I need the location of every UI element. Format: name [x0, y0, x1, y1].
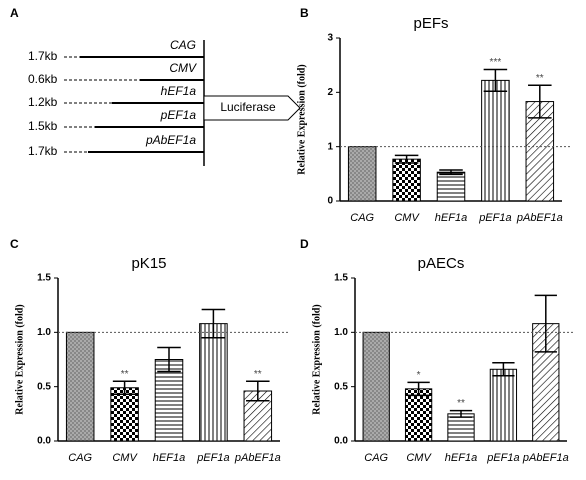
bar	[447, 413, 475, 442]
panel-label: B	[300, 6, 309, 20]
y-tick-label: 1.0	[334, 327, 348, 338]
significance: **	[536, 73, 544, 84]
x-tick-label: pEF1a	[486, 452, 519, 464]
error-bar	[112, 380, 137, 396]
error-bar	[483, 68, 508, 92]
significance: *	[417, 370, 421, 381]
y-tick-label: 1	[327, 141, 333, 152]
x-tick-label: CMV	[406, 452, 432, 464]
error-bar	[534, 294, 557, 353]
significance: **	[254, 369, 262, 380]
x-tick-label: CMV	[394, 212, 420, 224]
chart-title: pAECs	[418, 255, 465, 272]
error-bar	[246, 380, 270, 402]
bar	[110, 387, 139, 442]
y-tick-label: 1.0	[37, 327, 51, 338]
y-tick-label: 3	[327, 33, 333, 44]
x-tick-label: pAbEF1a	[516, 212, 563, 224]
y-tick-label: 1.5	[334, 273, 348, 284]
y-tick-label: 0.5	[334, 381, 348, 392]
bar	[489, 368, 518, 442]
y-tick-label: 0.0	[334, 436, 348, 447]
y-axis-label: Relative Expression (fold)	[14, 304, 25, 414]
promoter-name: pEF1a	[160, 108, 197, 122]
promoter-name: CMV	[169, 61, 197, 75]
error-bar	[449, 409, 473, 418]
x-tick-label: CAG	[350, 212, 374, 224]
promoter-name: CAG	[170, 38, 196, 52]
error-bar	[407, 381, 430, 397]
bar	[154, 359, 184, 442]
reporter-arrow	[203, 95, 301, 121]
promoter-size: 1.7kb	[28, 49, 58, 63]
x-tick-label: hEF1a	[153, 452, 185, 464]
x-tick-label: pAbEF1a	[522, 452, 569, 464]
x-tick-label: pEF1a	[196, 452, 229, 464]
error-bar	[157, 346, 181, 373]
bar	[392, 158, 421, 202]
promoter-diagram: A Luciferase 1.7kb CAG 0.6kb CMV 1.2kb hEF1a 1…	[10, 6, 301, 166]
x-tick-label: CAG	[364, 452, 388, 464]
y-tick-label: 0.5	[37, 381, 51, 392]
x-tick-label: hEF1a	[445, 452, 477, 464]
x-tick-label: hEF1a	[435, 212, 467, 224]
bar	[481, 79, 510, 202]
chart-title: pK15	[131, 255, 166, 272]
y-tick-label: 1.5	[37, 273, 51, 284]
panel-label: C	[10, 237, 19, 251]
promoter-size: 1.5kb	[28, 119, 58, 133]
bar	[436, 171, 466, 202]
significance: ***	[490, 57, 502, 68]
promoter-size: 0.6kb	[28, 72, 58, 86]
significance: **	[457, 398, 465, 409]
bar	[243, 390, 273, 442]
bar	[362, 331, 390, 442]
promoter-size: 1.2kb	[28, 95, 58, 109]
error-bar	[528, 84, 552, 119]
chart-title: pEFs	[413, 15, 448, 32]
y-axis-label: Relative Expression (fold)	[296, 64, 307, 174]
promoter-name: hEF1a	[161, 84, 197, 98]
promoter-name: pAbEF1a	[145, 133, 196, 147]
error-bar	[394, 154, 419, 164]
reporter-label: Luciferase	[220, 100, 276, 114]
y-tick-label: 2	[327, 87, 333, 98]
panel-label: A	[10, 6, 19, 20]
y-axis-label: Relative Expression (fold)	[311, 304, 322, 414]
bar	[404, 388, 433, 442]
x-tick-label: pEF1a	[478, 212, 511, 224]
x-tick-label: CMV	[112, 452, 138, 464]
promoter-size: 1.7kb	[28, 144, 58, 158]
y-tick-label: 0.0	[37, 436, 51, 447]
x-tick-label: CAG	[68, 452, 92, 464]
significance: **	[121, 369, 129, 380]
panel-label: D	[300, 237, 309, 251]
y-tick-label: 0	[327, 196, 333, 207]
x-tick-label: pAbEF1a	[234, 452, 281, 464]
bar	[65, 331, 95, 442]
error-bar	[439, 169, 463, 176]
error-bar	[201, 308, 226, 339]
error-bar	[492, 362, 515, 377]
bar	[347, 146, 377, 202]
bar	[199, 323, 228, 442]
